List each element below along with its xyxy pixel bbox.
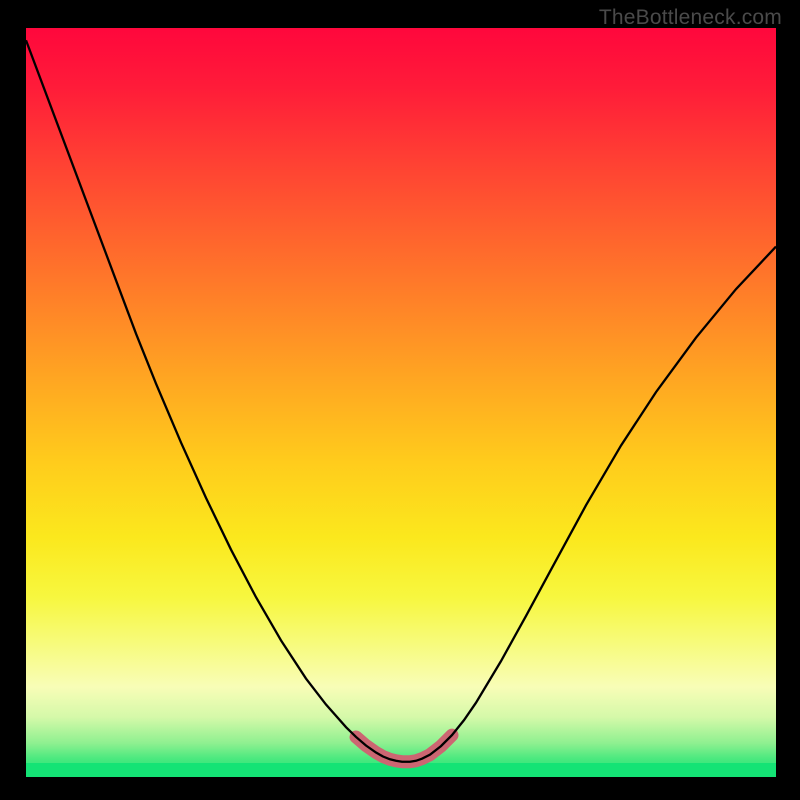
watermark-text: TheBottleneck.com	[599, 6, 782, 30]
plot-area	[26, 28, 776, 777]
chart-frame: TheBottleneck.com	[0, 0, 800, 800]
curve-layer	[26, 28, 776, 777]
bottleneck-curve	[26, 40, 776, 761]
